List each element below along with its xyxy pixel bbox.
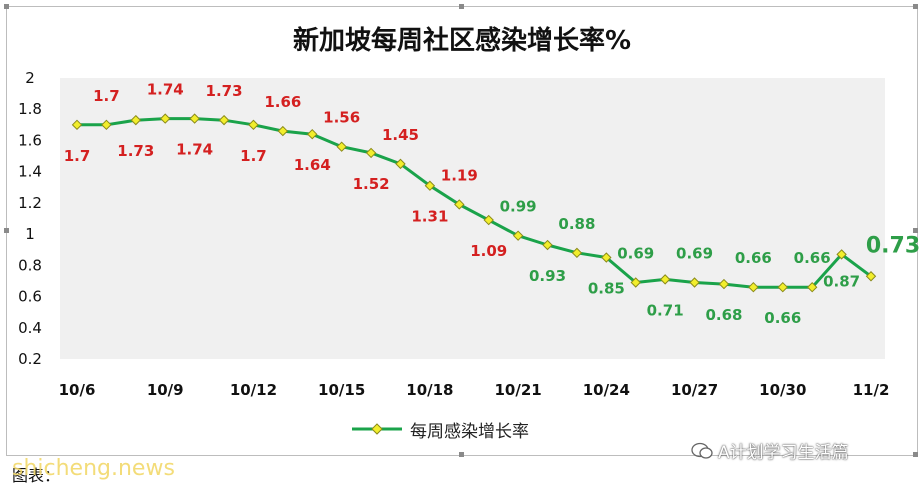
- x-tick-label: 10/24: [583, 381, 630, 399]
- x-tick-label: 10/30: [759, 381, 806, 399]
- data-label: 0.68: [705, 306, 742, 324]
- data-label: 0.99: [500, 198, 537, 216]
- series-line: [77, 117, 872, 289]
- y-tick-label: 0.2: [18, 350, 42, 368]
- data-point-marker[interactable]: [424, 180, 436, 191]
- y-tick-label: 1.8: [18, 100, 42, 118]
- data-label: 1.73: [206, 82, 243, 100]
- resize-handle[interactable]: [913, 4, 918, 9]
- x-tick-label: 10/18: [406, 381, 453, 399]
- data-label: 1.73: [117, 142, 154, 160]
- data-label: 0.66: [764, 309, 801, 327]
- data-label: 0.69: [676, 245, 713, 263]
- data-point-marker[interactable]: [865, 271, 877, 282]
- data-label: 1.74: [147, 81, 184, 99]
- data-label: 0.87: [823, 272, 860, 290]
- resize-handle[interactable]: [4, 228, 9, 233]
- data-label: 1.19: [441, 166, 478, 184]
- data-point-marker[interactable]: [718, 278, 730, 290]
- data-point-marker[interactable]: [189, 113, 200, 124]
- legend-marker-icon: [352, 423, 402, 435]
- data-point-marker[interactable]: [806, 281, 818, 293]
- legend[interactable]: 每周感染增长率: [352, 416, 529, 442]
- data-point-marker[interactable]: [71, 119, 83, 131]
- y-tick-label: 1.4: [18, 163, 42, 181]
- data-label: 1.56: [323, 109, 360, 127]
- resize-handle[interactable]: [459, 4, 464, 9]
- data-point-marker[interactable]: [395, 158, 406, 170]
- data-label: 0.85: [588, 280, 625, 298]
- resize-handle[interactable]: [913, 228, 918, 233]
- plot-area: [60, 78, 885, 359]
- data-label: 1.7: [64, 147, 91, 165]
- wechat-watermark: A计划学习生活篇: [690, 438, 849, 463]
- data-label: 0.88: [558, 215, 595, 233]
- data-label: 0.69: [617, 245, 654, 263]
- data-label: 1.74: [176, 141, 213, 159]
- source-caption: 图表：: [12, 466, 61, 485]
- y-tick-label: 1.2: [18, 194, 42, 212]
- chart-title: 新加坡每周社区感染增长率%: [292, 26, 632, 56]
- data-point-marker[interactable]: [601, 252, 612, 263]
- data-point-marker[interactable]: [512, 230, 524, 241]
- x-tick-label: 10/15: [318, 381, 365, 399]
- data-label: 1.64: [294, 156, 331, 174]
- resize-handle[interactable]: [913, 452, 918, 457]
- resize-handle[interactable]: [459, 452, 464, 457]
- data-point-marker[interactable]: [248, 119, 259, 131]
- data-point-marker[interactable]: [277, 125, 289, 137]
- data-point-marker[interactable]: [130, 114, 142, 126]
- data-point-marker[interactable]: [307, 128, 318, 140]
- data-point-marker[interactable]: [454, 199, 465, 210]
- y-tick-label: 2: [25, 69, 35, 87]
- y-tick-label: 0.6: [18, 288, 42, 306]
- resize-handle[interactable]: [4, 4, 9, 9]
- data-point-marker[interactable]: [160, 113, 171, 124]
- data-point-marker[interactable]: [836, 249, 847, 260]
- data-point-marker[interactable]: [748, 281, 759, 293]
- data-label: 0.66: [735, 249, 772, 267]
- data-point-marker[interactable]: [336, 141, 347, 152]
- data-point-marker[interactable]: [101, 119, 112, 131]
- data-point-marker[interactable]: [659, 274, 671, 285]
- x-tick-label: 11/2: [853, 381, 890, 399]
- data-point-marker[interactable]: [365, 147, 377, 159]
- y-tick-label: 0.8: [18, 256, 42, 274]
- data-label: 0.93: [529, 267, 566, 285]
- legend-label: 每周感染增长率: [410, 421, 529, 442]
- y-tick-label: 0.4: [18, 319, 42, 337]
- x-tick-label: 10/21: [494, 381, 541, 399]
- data-point-marker[interactable]: [542, 239, 553, 251]
- data-point-marker[interactable]: [689, 277, 700, 288]
- x-tick-label: 10/9: [147, 381, 184, 399]
- data-point-marker[interactable]: [630, 277, 641, 288]
- data-point-marker[interactable]: [777, 281, 788, 293]
- data-label: 1.09: [470, 242, 507, 260]
- data-label: 0.71: [647, 301, 684, 319]
- x-tick-label: 10/6: [59, 381, 96, 399]
- data-label: 0.66: [794, 249, 831, 267]
- data-label: 1.31: [411, 208, 448, 226]
- site-watermark: shicheng.news: [12, 456, 175, 481]
- x-tick-label: 10/12: [230, 381, 277, 399]
- data-point-marker[interactable]: [571, 247, 583, 259]
- data-label: 0.73: [866, 233, 920, 258]
- y-tick-label: 1: [25, 225, 35, 243]
- wechat-icon: [691, 442, 713, 459]
- data-label: 1.66: [264, 93, 301, 111]
- data-label: 1.7: [93, 87, 120, 105]
- data-label: 1.52: [353, 175, 390, 193]
- data-label: 1.45: [382, 126, 419, 144]
- x-tick-label: 10/27: [671, 381, 718, 399]
- data-point-marker[interactable]: [218, 114, 230, 126]
- data-point-marker[interactable]: [483, 214, 494, 226]
- data-label: 1.7: [240, 147, 267, 165]
- wechat-watermark-text: A计划学习生活篇: [718, 443, 849, 463]
- y-tick-label: 1.6: [18, 131, 42, 149]
- line-chart: 2 1.8 1.6 1.4 1.2 1 0.8 0.6 0.4 0.2 10/6 10/9 10/12 1…: [18, 69, 920, 399]
